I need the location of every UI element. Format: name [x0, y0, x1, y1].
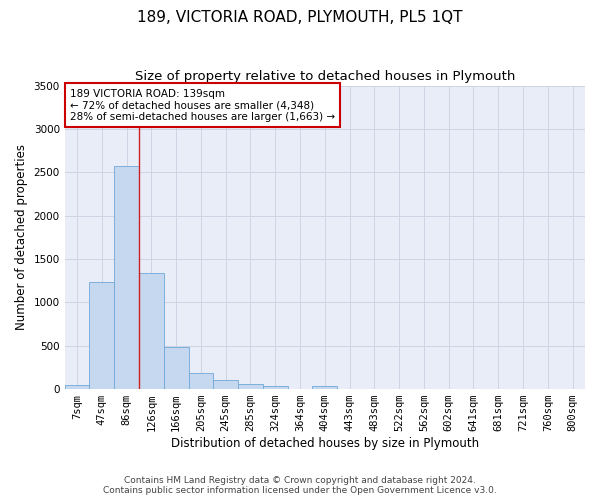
Bar [164, 346, 188, 389]
Text: 189 VICTORIA ROAD: 139sqm
← 72% of detached houses are smaller (4,348)
28% of se: 189 VICTORIA ROAD: 139sqm ← 72% of detac… [70, 88, 335, 122]
Text: 189, VICTORIA ROAD, PLYMOUTH, PL5 1QT: 189, VICTORIA ROAD, PLYMOUTH, PL5 1QT [137, 10, 463, 25]
Bar [139, 273, 164, 389]
Title: Size of property relative to detached houses in Plymouth: Size of property relative to detached ho… [134, 70, 515, 83]
Bar [89, 282, 114, 389]
Bar [238, 384, 263, 389]
Bar [263, 386, 287, 389]
Bar [188, 373, 214, 389]
Text: Contains HM Land Registry data © Crown copyright and database right 2024.
Contai: Contains HM Land Registry data © Crown c… [103, 476, 497, 495]
Bar [114, 166, 139, 389]
Y-axis label: Number of detached properties: Number of detached properties [15, 144, 28, 330]
Bar [214, 380, 238, 389]
X-axis label: Distribution of detached houses by size in Plymouth: Distribution of detached houses by size … [171, 437, 479, 450]
Bar [313, 386, 337, 389]
Bar [65, 384, 89, 389]
